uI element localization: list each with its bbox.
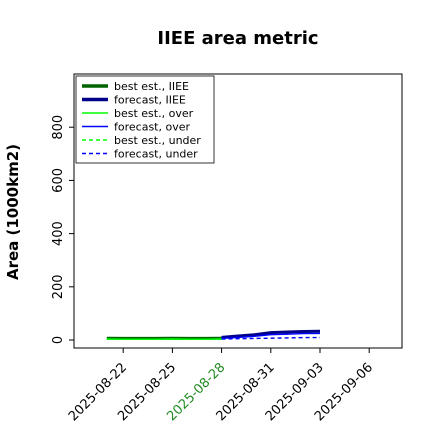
chart-title: IIEE area metric (157, 28, 318, 49)
y-tick-label: 0 (51, 336, 66, 344)
y-axis-label: Area (1000km2) (4, 144, 22, 280)
legend-box (75, 75, 215, 164)
series-line-5 (221, 336, 320, 340)
y-tick-label: 600 (51, 168, 66, 193)
legend-label: forecast, IIEE (114, 94, 186, 107)
series-layer (106, 329, 321, 340)
legend-label: best est., over (114, 107, 194, 120)
legend-label: best est., IIEE (114, 80, 189, 93)
series-line-1 (221, 329, 321, 339)
y-axis: 0 200 400 600 800 (51, 115, 74, 344)
y-tick-label: 400 (51, 221, 66, 246)
y-tick-label: 200 (51, 274, 66, 299)
series-line-3 (221, 332, 321, 340)
legend-label: best est., under (114, 134, 201, 147)
legend-label: forecast, under (114, 148, 198, 161)
legend-label: forecast, over (114, 121, 190, 134)
y-tick-label: 800 (51, 115, 66, 140)
x-axis: 2025-08-222025-08-252025-08-282025-08-31… (66, 348, 376, 424)
